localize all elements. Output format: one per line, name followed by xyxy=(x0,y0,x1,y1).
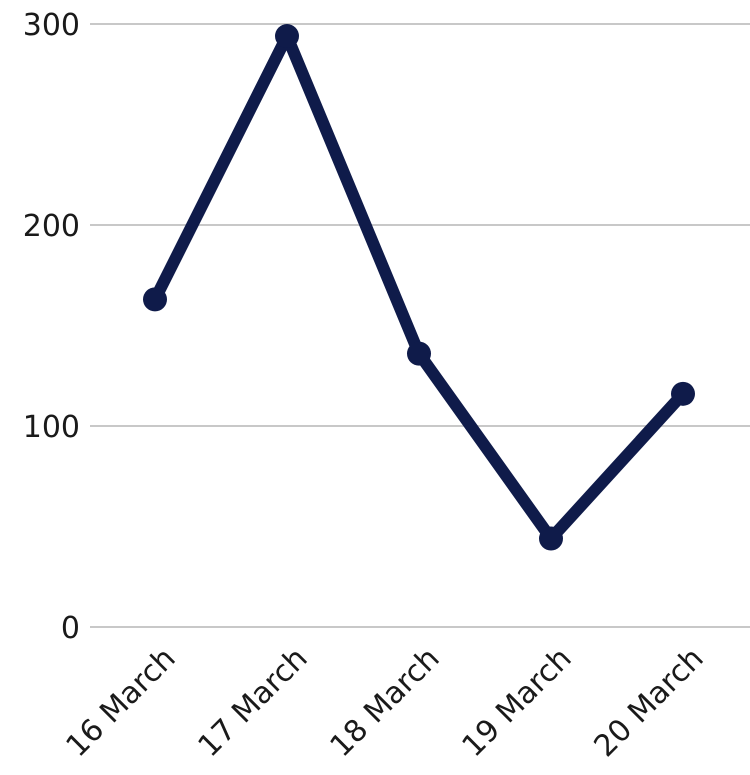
data-point-3 xyxy=(407,341,431,366)
data-point-4 xyxy=(539,526,563,551)
y-tick-label-100: 100 xyxy=(23,410,80,445)
x-tick-label-4: 19 March xyxy=(455,641,578,764)
series-group xyxy=(143,24,695,551)
x-tick-label-1: 16 March xyxy=(59,641,182,764)
y-tick-label-300: 300 xyxy=(23,8,80,43)
x-axis-tick-labels: 16 March 17 March 18 March 19 March 20 March xyxy=(59,641,710,764)
data-point-5 xyxy=(671,381,695,406)
x-tick-label-5: 20 March xyxy=(587,641,710,764)
data-point-2 xyxy=(275,24,299,49)
data-point-1 xyxy=(143,287,167,312)
y-tick-label-200: 200 xyxy=(23,209,80,244)
x-tick-label-2: 17 March xyxy=(191,641,314,764)
y-axis-tick-labels: 0 100 200 300 xyxy=(23,8,80,646)
x-tick-label-3: 18 March xyxy=(323,641,446,764)
series-line-1 xyxy=(149,30,689,545)
grid-lines xyxy=(90,23,750,628)
y-tick-label-0: 0 xyxy=(61,611,80,646)
